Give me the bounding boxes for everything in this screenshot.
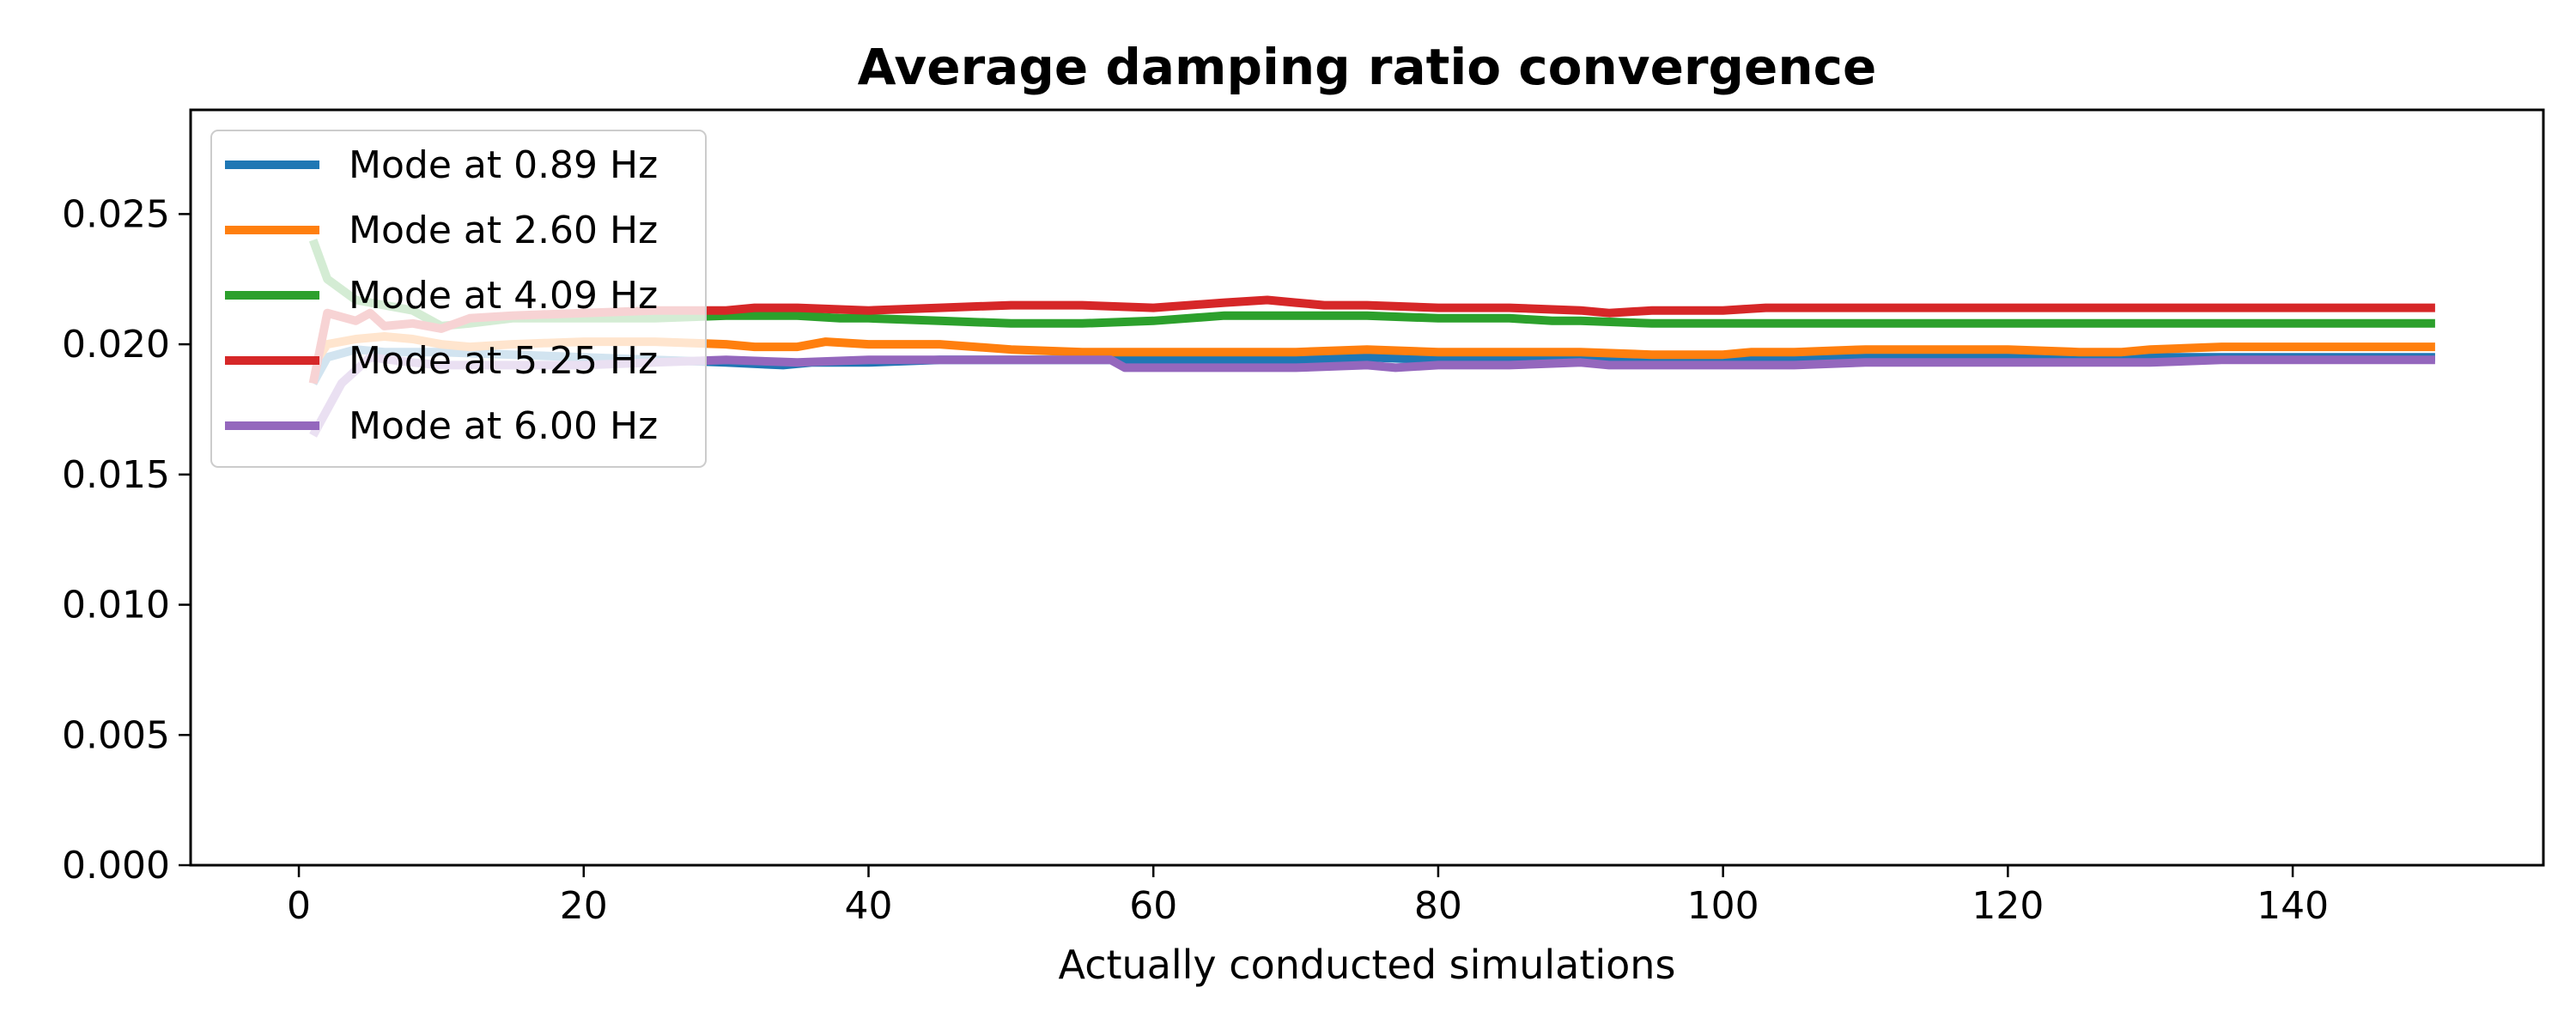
y-tick-label: 0.020: [62, 323, 170, 367]
y-tick-label: 0.025: [62, 192, 170, 236]
legend-label: Mode at 4.09 Hz: [349, 274, 658, 318]
x-tick-label: 40: [844, 884, 892, 928]
legend: Mode at 0.89 Hz Mode at 2.60 Hz Mode at 4.…: [210, 130, 707, 468]
y-tick-label: 0.000: [62, 844, 170, 888]
x-tick-label: 60: [1129, 884, 1177, 928]
y-tick-label: 0.005: [62, 713, 170, 757]
x-axis-label: Actually conducted simulations: [1059, 942, 1676, 988]
y-tick-label: 0.015: [62, 453, 170, 497]
x-axis: 0 20 40 60 80 100 120 140: [287, 865, 2329, 928]
legend-label: Mode at 6.00 Hz: [349, 404, 658, 448]
chart-title: Average damping ratio convergence: [858, 38, 1877, 96]
legend-label: Mode at 0.89 Hz: [349, 143, 658, 187]
x-tick-label: 0: [287, 884, 311, 928]
legend-label: Mode at 2.60 Hz: [349, 209, 658, 252]
plot-frame: [189, 108, 2545, 867]
x-tick-label: 120: [1971, 884, 2044, 928]
y-axis: 0.000 0.005 0.010 0.015 0.020 0.025: [62, 192, 191, 888]
x-tick-label: 20: [560, 884, 608, 928]
x-tick-label: 80: [1414, 884, 1462, 928]
legend-box: [210, 130, 707, 468]
x-tick-label: 100: [1687, 884, 1759, 928]
x-tick-label: 140: [2257, 884, 2329, 928]
legend-label: Mode at 5.25 Hz: [349, 339, 658, 383]
y-tick-label: 0.010: [62, 584, 170, 627]
